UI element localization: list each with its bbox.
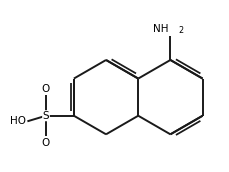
Text: O: O	[42, 138, 50, 148]
Text: S: S	[43, 111, 49, 121]
Text: 2: 2	[178, 26, 183, 35]
Text: HO: HO	[10, 116, 26, 126]
Text: NH: NH	[153, 24, 168, 34]
Text: O: O	[42, 84, 50, 94]
